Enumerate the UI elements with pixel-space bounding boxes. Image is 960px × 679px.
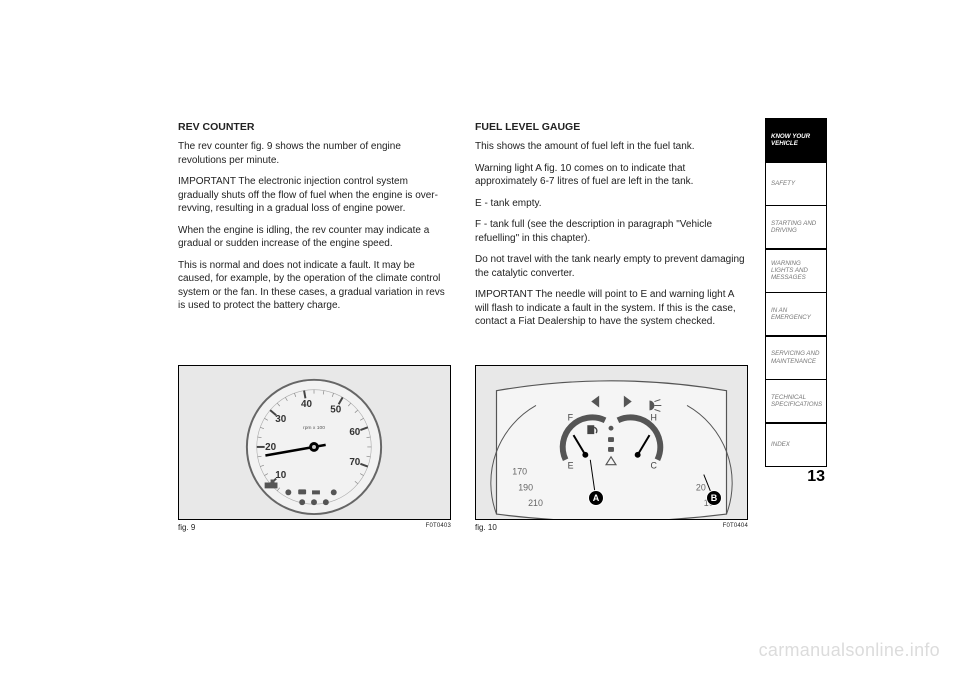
figure-10-caption: fig. 10 [475, 523, 497, 532]
speedo-190: 190 [518, 482, 533, 492]
temp-hot-label: H [650, 412, 656, 422]
paragraph: IMPORTANT The electronic injection contr… [178, 175, 451, 216]
section-tab[interactable]: IN AN EMERGENCY [765, 292, 827, 336]
left-column: REV COUNTER The rev counter fig. 9 shows… [178, 120, 451, 337]
callout-b: B [706, 490, 722, 506]
callout-a: A [588, 490, 604, 506]
paragraph: IMPORTANT The needle will point to E and… [475, 288, 748, 329]
section-tab[interactable]: STARTING AND DRIVING [765, 205, 827, 249]
paragraph: This shows the amount of fuel left in th… [475, 140, 748, 154]
page-number: 13 [765, 468, 827, 486]
paragraph: This is normal and does not indicate a f… [178, 259, 451, 313]
paragraph: When the engine is idling, the rev count… [178, 224, 451, 251]
figure-row: 10 20 30 40 50 60 70 rpm x 100 [178, 365, 748, 532]
figure-9-image: 10 20 30 40 50 60 70 rpm x 100 [178, 365, 451, 520]
figure-9-caption-row: fig. 9 F0T0403 [178, 523, 451, 532]
tabs-container: KNOW YOUR VEHICLESAFETYSTARTING AND DRIV… [765, 118, 827, 467]
paragraph: E - tank empty. [475, 197, 748, 211]
right-20: 20 [696, 482, 706, 492]
section-tab[interactable]: SAFETY [765, 162, 827, 206]
section-tab[interactable]: INDEX [765, 423, 827, 467]
manual-page: REV COUNTER The rev counter fig. 9 shows… [0, 0, 960, 679]
figure-9: 10 20 30 40 50 60 70 rpm x 100 [178, 365, 451, 532]
figure-10-image: 170 190 210 10 20 F E [475, 365, 748, 520]
gauge-tick-label: 30 [275, 414, 286, 425]
section-tab[interactable]: SERVICING AND MAINTENANCE [765, 336, 827, 380]
fuel-full-label: F [568, 412, 574, 422]
gauge-tick-label: 60 [349, 427, 360, 438]
figure-9-caption: fig. 9 [178, 523, 195, 532]
gauge-tick-label: 40 [301, 399, 312, 410]
gauge-hub-center [312, 445, 316, 449]
figure-9-code: F0T0403 [426, 523, 451, 532]
rev-counter-heading: REV COUNTER [178, 120, 451, 134]
section-tab[interactable]: KNOW YOUR VEHICLE [765, 118, 827, 162]
section-tab[interactable]: TECHNICAL SPECIFICATIONS [765, 379, 827, 423]
figure-10-caption-row: fig. 10 F0T0404 [475, 523, 748, 532]
paragraph: F - tank full (see the description in pa… [475, 218, 748, 245]
gauge-tick [304, 390, 305, 398]
gauge-tick-label: 50 [330, 404, 341, 415]
temp-cold-label: C [650, 460, 657, 470]
content-area: REV COUNTER The rev counter fig. 9 shows… [178, 120, 748, 640]
gauge-tick-label: 10 [275, 469, 286, 480]
speedo-170: 170 [512, 466, 527, 476]
right-column: FUEL LEVEL GAUGE This shows the amount o… [475, 120, 748, 337]
paragraph: Do not travel with the tank nearly empty… [475, 253, 748, 280]
fuel-empty-label: E [568, 460, 574, 470]
speedo-210: 210 [528, 498, 543, 508]
gauge-tick-label: 20 [265, 442, 276, 453]
figure-10: 170 190 210 10 20 F E [475, 365, 748, 532]
paragraph: The rev counter fig. 9 shows the number … [178, 140, 451, 167]
text-columns: REV COUNTER The rev counter fig. 9 shows… [178, 120, 748, 337]
watermark: carmanualsonline.info [759, 640, 940, 661]
rev-counter-svg: 10 20 30 40 50 60 70 rpm x 100 [179, 366, 450, 519]
section-tabs: KNOW YOUR VEHICLESAFETYSTARTING AND DRIV… [765, 118, 827, 486]
figure-10-code: F0T0404 [723, 523, 748, 532]
section-tab[interactable]: WARNING LIGHTS AND MESSAGES [765, 249, 827, 293]
fuel-gauge-heading: FUEL LEVEL GAUGE [475, 120, 748, 134]
paragraph: Warning light A fig. 10 comes on to indi… [475, 162, 748, 189]
fuel-pump-icon [587, 425, 594, 434]
gauge-tick-label: 70 [349, 456, 360, 467]
gauge-unit-label: rpm x 100 [303, 425, 325, 431]
